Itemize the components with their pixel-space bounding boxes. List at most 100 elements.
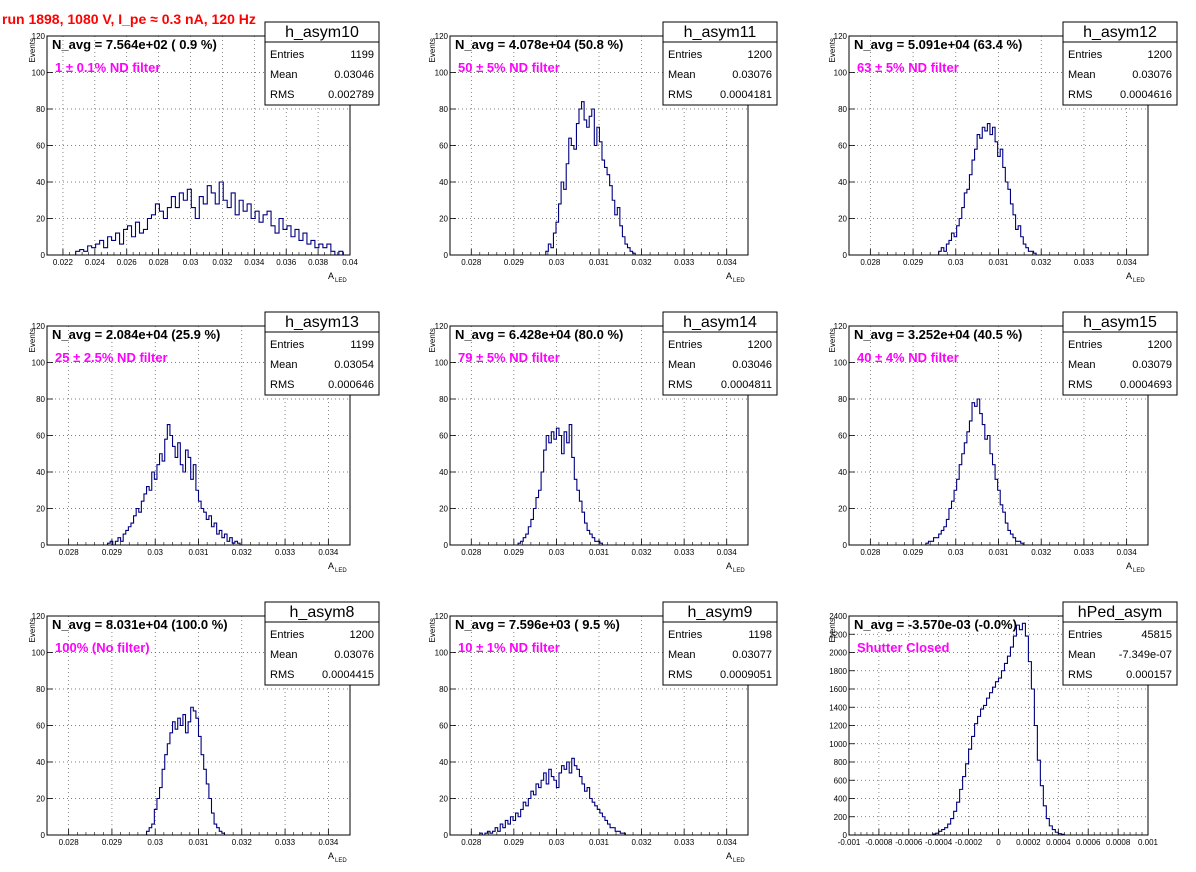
y-tick-label: 40 (36, 758, 45, 767)
x-tick-label: 0.034 (717, 548, 738, 557)
y-tick-label: 1200 (829, 722, 847, 731)
x-tick-label: 0.028 (461, 258, 482, 267)
x-axis-title: ALED (1126, 271, 1145, 284)
y-tick-label: 80 (36, 685, 45, 694)
y-tick-label: 100 (435, 649, 449, 658)
y-axis-title: Events (828, 328, 837, 352)
x-tick-label: 0.029 (903, 548, 924, 557)
stats-key: RMS (1068, 89, 1092, 101)
x-tick-label: 0.033 (275, 548, 296, 557)
x-tick-label: 0.034 (318, 548, 339, 557)
x-tick-label: 0.031 (589, 838, 610, 847)
stats-key: Entries (668, 339, 703, 351)
y-tick-label: 1000 (829, 740, 847, 749)
y-tick-label: 120 (32, 322, 46, 331)
run-title: run 1898, 1080 V, I_pe ≈ 0.3 nA, 120 Hz (2, 11, 256, 27)
stats-value: 0.03046 (334, 69, 374, 81)
x-tick-label: 0.024 (85, 258, 106, 267)
histogram-series (479, 757, 626, 836)
stats-key: RMS (270, 379, 294, 391)
y-tick-label: 60 (439, 432, 448, 441)
y-tick-label: 100 (435, 69, 449, 78)
y-tick-label: 20 (36, 505, 45, 514)
y-tick-label: 60 (838, 432, 847, 441)
y-tick-label: 40 (439, 178, 448, 187)
y-tick-label: 200 (834, 813, 848, 822)
x-axis-title: ALED (328, 271, 347, 284)
stats-value: 0.0009051 (720, 669, 772, 681)
stats-value: 1200 (1148, 339, 1172, 351)
y-tick-label: 20 (439, 505, 448, 514)
x-tick-label: 0.028 (59, 838, 80, 847)
x-tick-label: 0.034 (1117, 258, 1138, 267)
x-tick-label: 0.033 (275, 838, 296, 847)
stats-value: 0.03076 (1132, 69, 1172, 81)
histogram-panel: 0.028 0.029 0.03 0.031 0.032 0.033 0.034 0 20 40 6… (428, 601, 778, 864)
y-tick-label: 120 (32, 612, 46, 621)
filter-label: 100% (No filter) (55, 640, 150, 655)
histogram-panel: 0.028 0.029 0.03 0.031 0.032 0.033 0.034 0 20 40 6… (28, 311, 380, 574)
stats-value: 1199 (350, 339, 374, 351)
x-tick-label: 0.032 (1031, 548, 1052, 557)
x-tick-label: 0.033 (674, 838, 695, 847)
x-tick-label: 0.03 (147, 548, 163, 557)
x-tick-label: 0.032 (212, 258, 233, 267)
x-tick-label: 0.0006 (1076, 838, 1101, 847)
stats-value: 0.03076 (334, 649, 374, 661)
y-tick-label: 80 (36, 395, 45, 404)
stats-key: Entries (1068, 49, 1103, 61)
navg-label: N_avg = 5.091e+04 (63.4 %) (854, 37, 1022, 52)
x-tick-label: 0.032 (632, 838, 653, 847)
filter-label: 40 ± 4% ND filter (857, 350, 959, 365)
stats-key: Entries (270, 629, 305, 641)
x-tick-label: 0.029 (102, 838, 123, 847)
stats-value: 45815 (1141, 629, 1172, 641)
x-tick-label: 0.033 (1074, 548, 1095, 557)
y-tick-label: 0 (843, 541, 848, 550)
stats-key: Mean (668, 69, 696, 81)
y-tick-label: 80 (439, 105, 448, 114)
y-axis-title: Events (28, 618, 37, 642)
x-tick-label: 0.032 (632, 548, 653, 557)
y-tick-label: 80 (439, 395, 448, 404)
x-tick-label: 0.031 (589, 548, 610, 557)
x-tick-label: 0.033 (1074, 258, 1095, 267)
x-tick-label: 0.03 (549, 548, 565, 557)
filter-label: 50 ± 5% ND filter (458, 60, 560, 75)
stats-value: -7.349e-07 (1119, 649, 1172, 661)
x-tick-label: 0 (996, 838, 1001, 847)
y-tick-label: 600 (834, 776, 848, 785)
y-tick-label: 1400 (829, 703, 847, 712)
x-tick-label: 0.034 (717, 258, 738, 267)
y-tick-label: 80 (838, 395, 847, 404)
y-tick-label: 120 (435, 612, 449, 621)
stats-box (1062, 331, 1178, 396)
x-tick-label: 0.001 (1138, 838, 1159, 847)
x-axis-title: ALED (328, 561, 347, 574)
stats-key: Mean (270, 649, 298, 661)
x-tick-label: 0.028 (860, 548, 881, 557)
histogram-panel: 0.028 0.029 0.03 0.031 0.032 0.033 0.034 0 20 40 6… (428, 311, 778, 574)
y-tick-label: 0 (444, 541, 449, 550)
navg-label: N_avg = 7.564e+02 ( 0.9 %) (52, 37, 217, 52)
stats-key: Mean (270, 69, 298, 81)
y-tick-label: 40 (838, 178, 847, 187)
filter-label: 79 ± 5% ND filter (458, 350, 560, 365)
y-tick-label: 100 (435, 359, 449, 368)
y-tick-label: 20 (439, 215, 448, 224)
y-tick-label: 60 (439, 722, 448, 731)
y-tick-label: 40 (439, 468, 448, 477)
stats-key: Entries (270, 49, 305, 61)
stats-value: 0.03076 (732, 69, 772, 81)
histogram-series (545, 101, 636, 255)
y-tick-label: 800 (834, 758, 848, 767)
navg-label: N_avg = 7.596e+03 ( 9.5 %) (455, 617, 620, 632)
x-tick-label: 0.03 (183, 258, 199, 267)
y-tick-label: 60 (439, 142, 448, 151)
y-tick-label: 60 (36, 722, 45, 731)
x-tick-label: -0.0002 (955, 838, 983, 847)
y-tick-label: 0 (41, 541, 46, 550)
x-axis-title: ALED (726, 271, 745, 284)
y-tick-label: 60 (36, 142, 45, 151)
